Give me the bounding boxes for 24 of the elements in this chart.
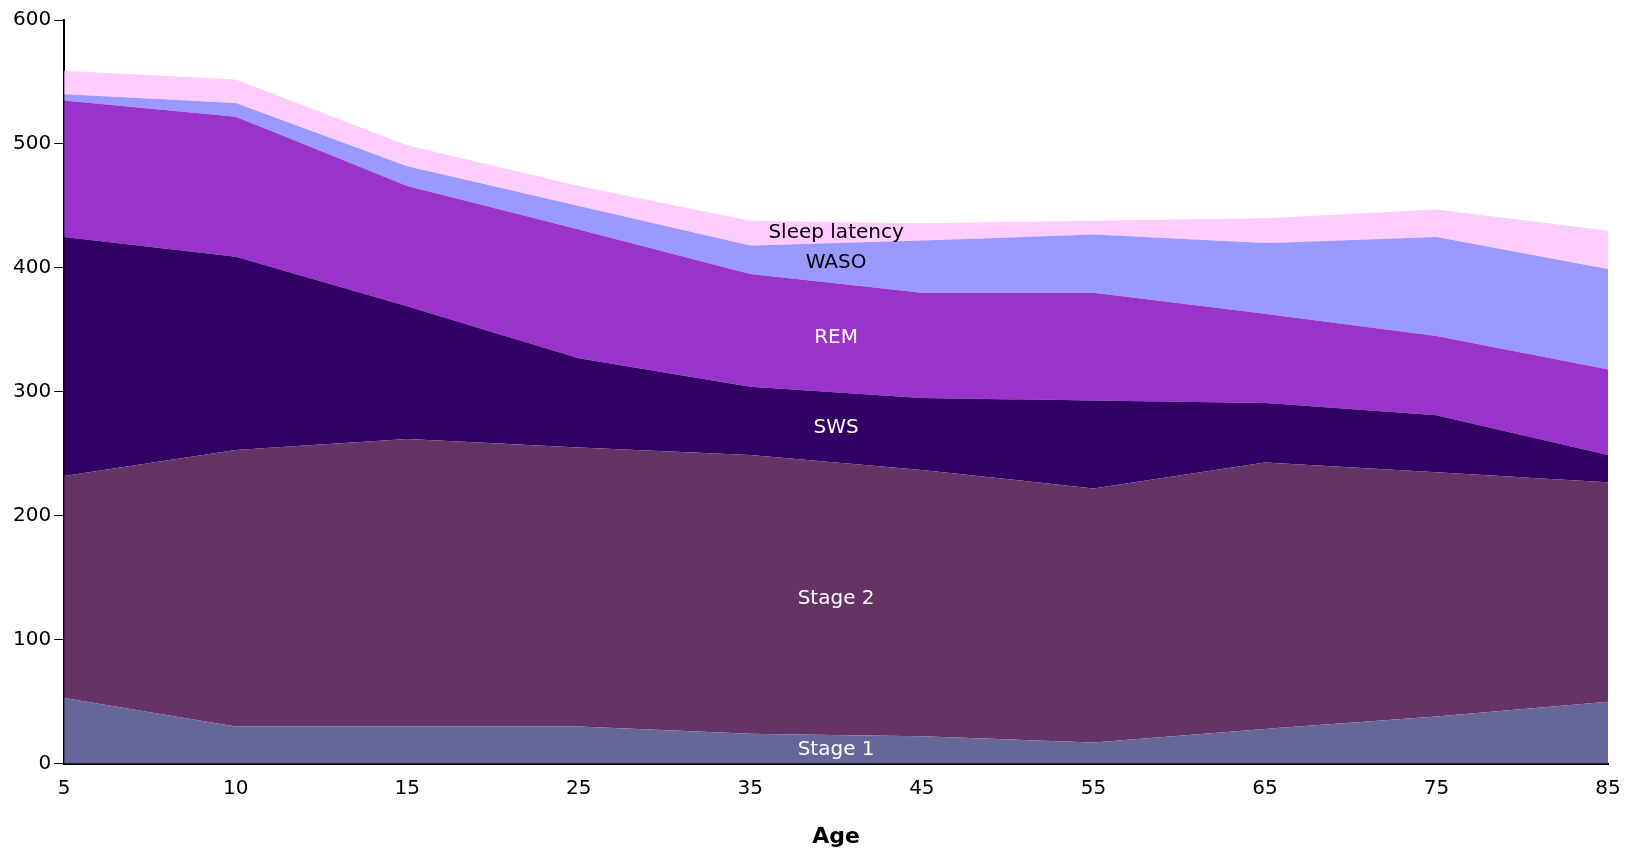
y-tick-label: 300 bbox=[12, 378, 52, 402]
series-label: WASO bbox=[805, 249, 867, 274]
x-tick-label: 75 bbox=[1423, 774, 1450, 799]
series-label: Sleep latency bbox=[768, 218, 904, 243]
x-axis-title: Age bbox=[812, 822, 860, 848]
series-label: REM bbox=[814, 324, 858, 349]
series-label: Stage 2 bbox=[797, 584, 875, 609]
y-tick-label: 0 bbox=[38, 749, 52, 774]
x-tick-label: 55 bbox=[1080, 774, 1107, 799]
x-tick-label: 45 bbox=[909, 774, 935, 799]
x-tick-label: 35 bbox=[737, 774, 764, 799]
x-tick-label: 10 bbox=[222, 774, 249, 799]
series-label: Stage 1 bbox=[797, 735, 875, 760]
x-tick-label: 5 bbox=[57, 774, 71, 799]
x-tick-label: 15 bbox=[394, 774, 420, 799]
y-tick-label: 200 bbox=[12, 501, 52, 526]
y-tick-label: 100 bbox=[12, 625, 52, 650]
y-tick-label: 600 bbox=[12, 6, 52, 31]
y-tick-label: 400 bbox=[12, 254, 52, 279]
y-tick-label: 500 bbox=[12, 130, 52, 155]
x-tick-label: 85 bbox=[1595, 774, 1621, 799]
x-tick-label: 65 bbox=[1252, 774, 1278, 799]
series-label: SWS bbox=[813, 413, 859, 438]
x-tick-label: 25 bbox=[566, 774, 592, 799]
